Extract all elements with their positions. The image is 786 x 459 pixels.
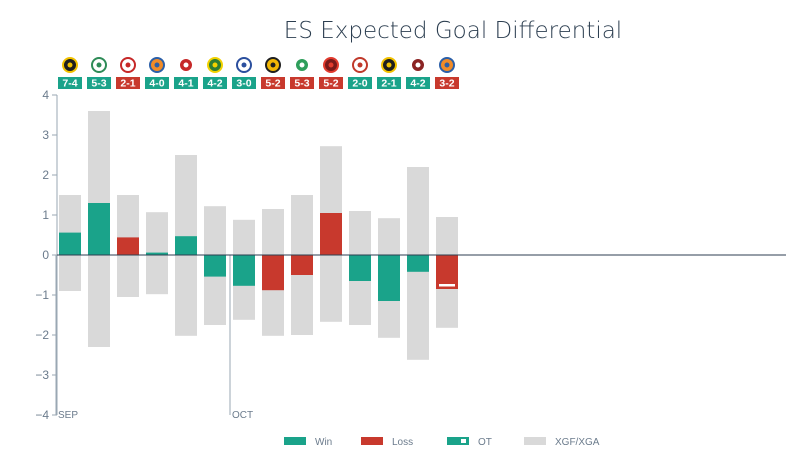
xgd-bar-loss (262, 255, 284, 291)
score-text: 4-1 (178, 78, 193, 90)
xgd-bar-loss (320, 213, 342, 255)
xgd-bar-win (88, 203, 110, 255)
xgd-bar-win (59, 232, 81, 255)
legend-label: Loss (392, 437, 413, 448)
score-badge (435, 77, 459, 89)
yellow-black-crest-icon (381, 57, 397, 73)
yellow-black-crest-icon (62, 57, 78, 73)
legend-label: XGF/XGA (555, 437, 600, 448)
legend-label: Win (315, 437, 332, 448)
y-tick-label: −1 (35, 288, 49, 302)
y-tick-label: 0 (42, 248, 49, 262)
red-blue-crest-icon (352, 57, 368, 73)
red-white-crest-icon (120, 57, 136, 73)
xgd-bar-loss (291, 255, 313, 275)
y-tick-label: −2 (35, 328, 49, 342)
score-text: 3-0 (236, 78, 251, 90)
xgd-bar-win (175, 236, 197, 255)
score-badge (58, 77, 82, 89)
green-yellow-shield-icon (207, 57, 223, 73)
month-marker-label: SEP (58, 410, 78, 421)
score-badge (348, 77, 372, 89)
legend-swatch (361, 437, 383, 445)
score-text: 4-2 (410, 78, 425, 90)
score-text: 5-3 (294, 78, 309, 90)
chart-legend: Win Loss OT XGF/XGA (284, 437, 600, 448)
blue-orange-logo-icon (439, 57, 455, 73)
xgd-bar-win (204, 255, 226, 277)
score-badge (232, 77, 256, 89)
red-tower-crest-icon (178, 57, 194, 73)
xgd-bar-loss (117, 237, 139, 255)
yellow-lion-icon (265, 57, 281, 73)
score-text: 4-2 (207, 78, 222, 90)
xgd-bar-win (407, 255, 429, 272)
legend-item-win: Win (284, 437, 332, 448)
score-badge (174, 77, 198, 89)
score-badge (377, 77, 401, 89)
score-text: 5-2 (323, 78, 338, 90)
score-text: 2-0 (352, 78, 367, 90)
xgd-bar-win (146, 252, 168, 255)
legend-swatch (524, 437, 546, 445)
y-tick-label: −4 (35, 408, 49, 422)
score-badge (87, 77, 111, 89)
score-badge (319, 77, 343, 89)
score-badge (145, 77, 169, 89)
month-marker-label: OCT (232, 410, 253, 421)
blue-orange-logo-icon (149, 57, 165, 73)
game-header: 7-4 5-3 2-1 4-0 4-1 4-2 3-0 5-2 5-3 5-2 2-0 2-1 4-2 3… (58, 57, 459, 90)
score-badge (203, 77, 227, 89)
score-badge (116, 77, 140, 89)
score-badge (261, 77, 285, 89)
red-bird-crest-icon (410, 57, 426, 73)
y-tick-label: 1 (42, 208, 49, 222)
legend-item-ot: OT (447, 437, 492, 448)
score-badge (290, 77, 314, 89)
score-text: 4-0 (149, 78, 164, 90)
y-tick-label: 2 (42, 168, 49, 182)
y-axis: −4 −3 −2 −1 0 1 2 3 4 (35, 88, 58, 422)
blue-round-crest-icon (236, 57, 252, 73)
score-text: 2-1 (381, 78, 396, 90)
score-badge (406, 77, 430, 89)
legend-swatch (284, 437, 306, 445)
legend-label: OT (478, 437, 492, 448)
xgd-bar-win (378, 255, 400, 301)
xgd-bar-win (233, 255, 255, 286)
score-text: 5-2 (265, 78, 280, 90)
red-black-ball-icon (323, 57, 339, 73)
green-white-crest-icon (294, 57, 310, 73)
y-tick-label: 4 (42, 88, 49, 102)
legend-swatch (447, 437, 469, 445)
ot-marker (439, 284, 455, 287)
y-tick-label: −3 (35, 368, 49, 382)
month-markers: SEP OCT (55, 255, 253, 421)
green-text-logo-icon (91, 57, 107, 73)
xgd-bar-ot (436, 255, 458, 289)
legend-item-xg: XGF/XGA (524, 437, 600, 448)
score-text: 5-3 (91, 78, 106, 90)
game-bars (59, 111, 458, 360)
chart-title: ES Expected Goal Differential (283, 18, 623, 44)
score-text: 2-1 (120, 78, 135, 90)
score-text: 3-2 (439, 78, 454, 90)
y-tick-label: 3 (42, 128, 49, 142)
xgd-bar-win (349, 255, 371, 281)
legend-item-loss: Loss (361, 437, 413, 448)
score-text: 7-4 (62, 78, 77, 90)
